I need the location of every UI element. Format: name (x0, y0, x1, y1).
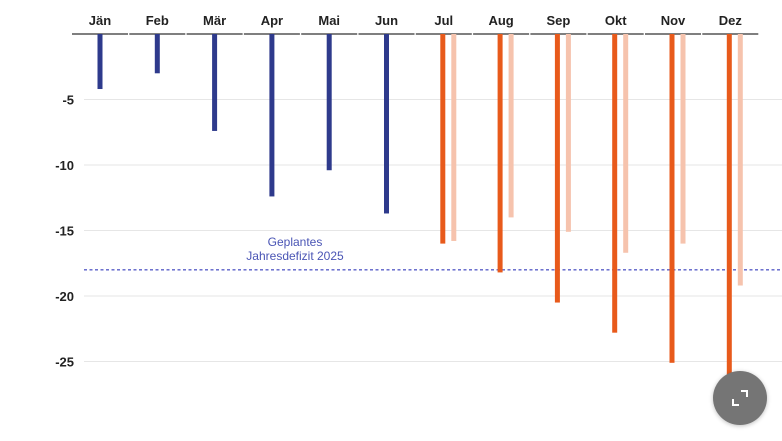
bar-actual (326, 34, 332, 171)
month-label: Dez (719, 13, 743, 28)
bar-plan (623, 34, 629, 253)
bar-plan (508, 34, 514, 218)
month-label: Okt (605, 13, 627, 28)
bar-actual (497, 34, 503, 273)
expand-icon (732, 390, 748, 406)
month-label: Jun (375, 13, 398, 28)
bar-actual (440, 34, 446, 244)
reference-line-label: Geplantes (268, 235, 323, 249)
bar-actual (554, 34, 560, 303)
reference-line-label: Jahresdefizit 2025 (246, 249, 344, 263)
y-tick-label: -5 (62, 93, 74, 108)
month-label: Aug (488, 13, 513, 28)
y-tick-label: -25 (55, 355, 74, 370)
bar-actual (726, 34, 732, 392)
month-label: Jul (434, 13, 453, 28)
month-label: Sep (546, 13, 570, 28)
month-label: Mär (203, 13, 226, 28)
month-label: Jän (89, 13, 111, 28)
bar-actual (154, 34, 160, 74)
bar-plan (565, 34, 571, 232)
bar-actual (669, 34, 675, 363)
bar-actual (612, 34, 618, 333)
y-tick-label: -10 (55, 158, 74, 173)
month-label: Mai (318, 13, 340, 28)
month-label: Apr (261, 13, 283, 28)
bar-plan (680, 34, 686, 244)
y-tick-label: -20 (55, 289, 74, 304)
bar-actual (269, 34, 275, 197)
bar-actual (384, 34, 389, 214)
bar-plan (737, 34, 743, 286)
bar-actual (212, 34, 218, 131)
expand-button[interactable] (713, 371, 767, 425)
month-label: Nov (661, 13, 686, 28)
y-tick-label: -15 (55, 224, 74, 239)
bar-actual (97, 34, 103, 90)
month-label: Feb (146, 13, 169, 28)
bar-plan (451, 34, 457, 241)
